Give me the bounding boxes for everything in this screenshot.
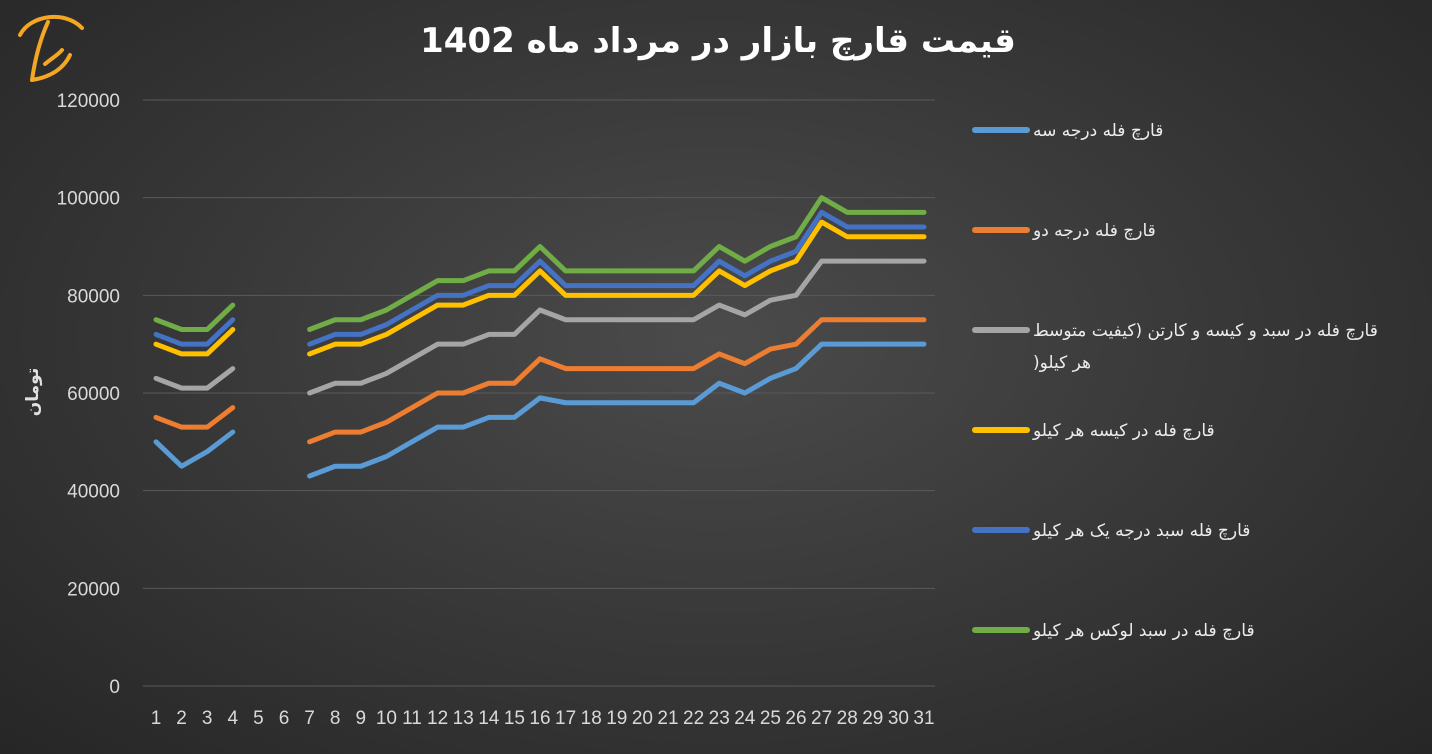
series-segment — [153, 429, 236, 469]
grid-lines — [143, 99, 935, 687]
legend-item: قارچ فله در سبد لوکس هر کیلو — [972, 621, 1255, 641]
x-tick-label: 11 — [402, 708, 422, 729]
x-tick-label: 6 — [279, 708, 290, 729]
x-tick-label: 13 — [453, 708, 474, 729]
y-axis-ticks: 0 20000 40000 60000 80000 100000 120000 — [57, 91, 120, 698]
series-line — [153, 317, 927, 445]
legend-item: قارچ فله درجه دو — [972, 221, 1156, 241]
x-tick-label: 9 — [356, 708, 367, 729]
x-tick-label: 29 — [862, 708, 883, 729]
series-segment — [153, 302, 236, 333]
series-line — [153, 258, 927, 396]
legend-label-line2: )هر کیلو — [1033, 353, 1091, 373]
x-tick-label: 25 — [760, 708, 781, 729]
legend-item: قارچ فله سبد درجه یک هر کیلو — [972, 521, 1250, 541]
x-tick-label: 22 — [683, 708, 704, 729]
legend: قارچ فله درجه سه قارچ فله درجه دو قارچ فله… — [972, 121, 1378, 641]
series-line — [153, 341, 927, 479]
x-tick-label: 8 — [330, 708, 341, 729]
series-segment — [307, 209, 927, 347]
x-tick-label: 14 — [478, 708, 500, 729]
mushroom-logo — [18, 14, 84, 82]
legend-label: قارچ فله در کیسه هر کیلو — [1032, 421, 1215, 441]
x-tick-label: 7 — [304, 708, 315, 729]
y-tick-label: 80000 — [67, 286, 120, 307]
x-tick-label: 1 — [151, 708, 162, 729]
legend-label: قارچ فله سبد درجه یک هر کیلو — [1032, 521, 1250, 541]
x-tick-label: 27 — [811, 708, 832, 729]
x-tick-label: 20 — [632, 708, 653, 729]
x-tick-label: 15 — [504, 708, 525, 729]
y-tick-label: 60000 — [67, 384, 120, 405]
x-tick-label: 30 — [888, 708, 909, 729]
y-tick-label: 100000 — [57, 189, 120, 210]
series-line — [153, 209, 927, 347]
series-segment — [307, 195, 927, 333]
x-axis-ticks: 1 2 3 4 5 6 7 8 9 10 11 12 13 14 15 16 17 18 19 20 21 22 23 24 2… — [151, 708, 935, 729]
x-tick-label: 12 — [427, 708, 448, 729]
y-tick-label: 120000 — [57, 91, 120, 112]
x-tick-label: 21 — [657, 708, 678, 729]
legend-label: قارچ فله درجه سه — [1033, 121, 1163, 141]
series-lines — [153, 195, 927, 479]
chart-title: قیمت قارچ بازار در مرداد ماه 1402 — [420, 21, 1016, 61]
x-tick-label: 26 — [785, 708, 806, 729]
x-tick-label: 16 — [529, 708, 550, 729]
legend-label: قارچ فله در سبد لوکس هر کیلو — [1032, 621, 1255, 641]
x-tick-label: 10 — [376, 708, 397, 729]
x-tick-label: 18 — [581, 708, 602, 729]
legend-item: قارچ فله در سبد و کیسه و کارتن (کیفیت مت… — [972, 321, 1378, 373]
series-line — [153, 195, 927, 333]
x-tick-label: 5 — [253, 708, 264, 729]
y-tick-label: 20000 — [67, 579, 120, 600]
legend-item: قارچ فله در کیسه هر کیلو — [972, 421, 1215, 441]
legend-label: قارچ فله در سبد و کیسه و کارتن (کیفیت مت… — [1033, 321, 1378, 341]
series-segment — [307, 258, 927, 396]
x-tick-label: 31 — [913, 708, 934, 729]
y-axis-label: تومان — [23, 368, 43, 416]
x-tick-label: 2 — [176, 708, 187, 729]
series-line — [153, 219, 927, 357]
series-segment — [307, 341, 927, 479]
series-segment — [153, 327, 236, 357]
series-segment — [153, 317, 236, 347]
x-tick-label: 28 — [837, 708, 858, 729]
series-segment — [153, 405, 236, 430]
x-tick-label: 3 — [202, 708, 213, 729]
x-tick-label: 17 — [555, 708, 576, 729]
series-segment — [307, 219, 927, 357]
x-tick-label: 19 — [606, 708, 627, 729]
y-tick-label: 0 — [109, 677, 120, 698]
y-tick-label: 40000 — [67, 482, 120, 503]
legend-item: قارچ فله درجه سه — [972, 121, 1163, 141]
series-segment — [153, 366, 236, 391]
series-segment — [307, 317, 927, 445]
x-tick-label: 23 — [709, 708, 730, 729]
legend-label: قارچ فله درجه دو — [1032, 221, 1156, 241]
x-tick-label: 4 — [228, 708, 239, 729]
x-tick-label: 24 — [734, 708, 756, 729]
